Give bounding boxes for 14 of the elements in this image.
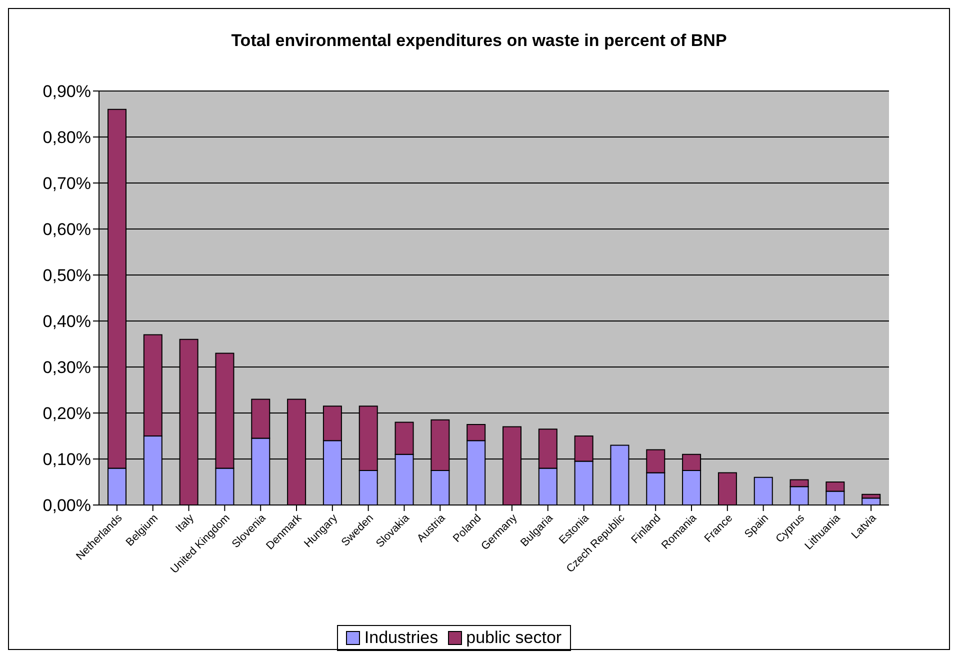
x-tick-label: Italy	[174, 512, 197, 535]
legend-label: Industries	[363, 628, 438, 648]
y-tick-label: 0,00%	[42, 496, 91, 516]
y-tick-label: 0,90%	[42, 82, 91, 102]
y-tick-label: 0,30%	[42, 358, 91, 378]
y-tick-label: 0,50%	[42, 266, 91, 286]
legend-label: public sector	[465, 628, 562, 648]
y-tick-label: 0,40%	[42, 312, 91, 332]
y-tick-label: 0,70%	[42, 174, 91, 194]
y-tick-label: 0,20%	[42, 404, 91, 424]
chart-title: Total environmental expenditures on waste in percent of BNP	[230, 30, 728, 52]
y-tick-label: 0,10%	[42, 450, 91, 470]
y-tick-label: 0,60%	[42, 220, 91, 240]
y-tick-label: 0,80%	[42, 128, 91, 148]
